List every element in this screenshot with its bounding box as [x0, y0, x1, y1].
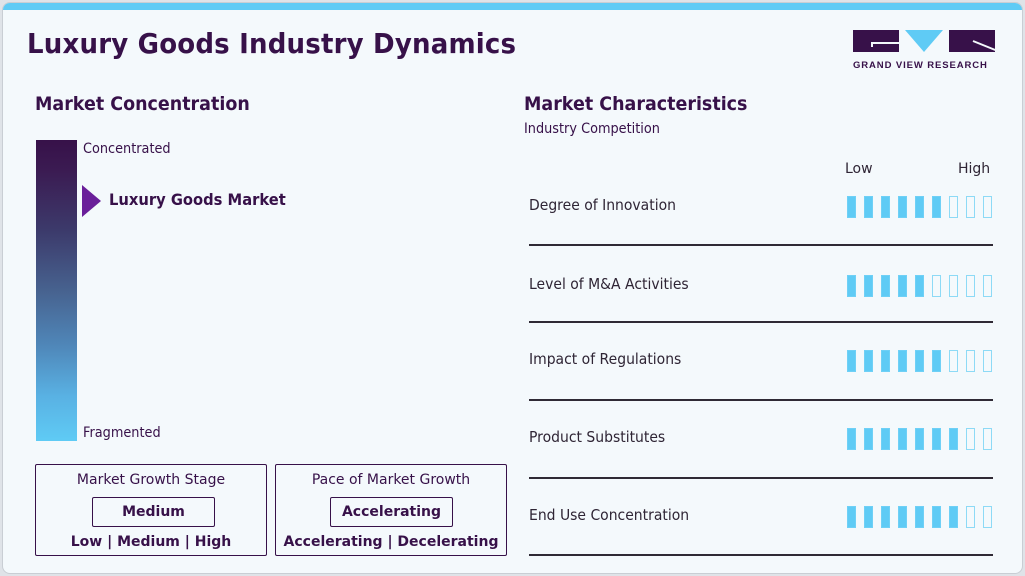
rating-segment-empty: [949, 350, 958, 372]
rating-segment-empty: [983, 506, 992, 528]
grand-view-research-logo: GRAND VIEW RESEARCH: [853, 30, 998, 74]
rating-segment-filled: [847, 196, 856, 218]
rating-segment-filled: [847, 275, 856, 297]
concentration-gradient-bar: [36, 140, 77, 441]
market-marker-arrow-icon: [82, 185, 101, 218]
row-divider: [529, 244, 993, 246]
rating-segment-filled: [949, 428, 958, 450]
logo-v-triangle: [905, 30, 943, 52]
rating-segment-filled: [932, 350, 941, 372]
rating-segment-empty: [932, 275, 941, 297]
characteristic-label: End Use Concentration: [529, 506, 690, 524]
rating-segment-empty: [983, 196, 992, 218]
rating-segment-filled: [932, 506, 941, 528]
rating-segment-filled: [864, 428, 873, 450]
rating-segment-empty: [966, 196, 975, 218]
market-concentration-heading: Market Concentration: [35, 93, 250, 115]
rating-segment-filled: [915, 275, 924, 297]
characteristic-row: Level of M&A Activities: [529, 275, 993, 353]
row-divider: [529, 554, 993, 556]
rating-segment-filled: [898, 428, 907, 450]
rating-segment-empty: [949, 275, 958, 297]
rating-segment-empty: [983, 350, 992, 372]
characteristic-row: End Use Concentration: [529, 506, 993, 573]
page-title: Luxury Goods Industry Dynamics: [27, 27, 517, 60]
rating-segment-filled: [881, 350, 890, 372]
growth-stage-box: Market Growth Stage Medium Low | Medium …: [35, 464, 267, 556]
rating-segment-filled: [915, 350, 924, 372]
rating-segment-filled: [898, 350, 907, 372]
rating-segment-empty: [983, 275, 992, 297]
rating-segment-empty: [966, 350, 975, 372]
rating-bars: [847, 428, 992, 452]
rating-segment-filled: [864, 196, 873, 218]
growth-stage-title: Market Growth Stage: [76, 472, 226, 488]
rating-segment-empty: [966, 428, 975, 450]
top-accent-bar: [3, 3, 1022, 10]
growth-stage-value: Medium: [92, 497, 215, 527]
rating-bars: [847, 350, 992, 374]
rating-segment-filled: [881, 428, 890, 450]
logo-text: GRAND VIEW RESEARCH: [853, 60, 988, 71]
rating-segment-filled: [881, 506, 890, 528]
row-divider: [529, 477, 993, 479]
rating-segment-filled: [864, 350, 873, 372]
logo-g-notch: [871, 42, 899, 44]
scale-high-label: High: [958, 161, 991, 177]
rating-segment-filled: [847, 428, 856, 450]
characteristic-label: Degree of Innovation: [529, 196, 676, 214]
row-divider: [529, 399, 993, 401]
rating-segment-filled: [932, 428, 941, 450]
rating-bars: [847, 506, 992, 530]
rating-segment-empty: [949, 196, 958, 218]
rating-bars: [847, 275, 992, 299]
fragmented-label: Fragmented: [83, 425, 161, 441]
characteristic-row: Degree of Innovation: [529, 196, 993, 274]
characteristic-row: Impact of Regulations: [529, 350, 993, 428]
rating-segment-empty: [983, 428, 992, 450]
industry-competition-subheading: Industry Competition: [524, 121, 660, 137]
rating-segment-filled: [949, 506, 958, 528]
growth-pace-value: Accelerating: [330, 497, 453, 527]
growth-pace-options: Accelerating | Decelerating: [283, 534, 499, 550]
rating-segment-empty: [966, 506, 975, 528]
rating-segment-filled: [915, 428, 924, 450]
characteristic-row: Product Substitutes: [529, 428, 993, 506]
rating-segment-filled: [898, 506, 907, 528]
market-characteristics-heading: Market Characteristics: [524, 93, 748, 115]
row-divider: [529, 321, 993, 323]
rating-segment-filled: [847, 506, 856, 528]
rating-segment-empty: [966, 275, 975, 297]
characteristic-label: Level of M&A Activities: [529, 275, 689, 293]
characteristic-label: Impact of Regulations: [529, 350, 682, 368]
rating-segment-filled: [881, 196, 890, 218]
scale-low-label: Low: [845, 161, 873, 177]
rating-segment-filled: [847, 350, 856, 372]
rating-segment-filled: [898, 275, 907, 297]
rating-segment-filled: [915, 196, 924, 218]
logo-g-block: [853, 30, 899, 52]
growth-stage-options: Low | Medium | High: [70, 534, 232, 550]
growth-pace-title: Pace of Market Growth: [311, 472, 471, 488]
rating-bars: [847, 196, 992, 220]
rating-segment-filled: [932, 196, 941, 218]
concentrated-label: Concentrated: [83, 141, 171, 157]
rating-segment-filled: [864, 506, 873, 528]
rating-segment-filled: [864, 275, 873, 297]
characteristic-label: Product Substitutes: [529, 428, 666, 446]
market-marker-label: Luxury Goods Market: [109, 190, 286, 210]
logo-g-notch-vertical: [871, 42, 873, 47]
rating-segment-filled: [898, 196, 907, 218]
rating-segment-filled: [915, 506, 924, 528]
rating-segment-filled: [881, 275, 890, 297]
growth-pace-box: Pace of Market Growth Accelerating Accel…: [275, 464, 507, 556]
